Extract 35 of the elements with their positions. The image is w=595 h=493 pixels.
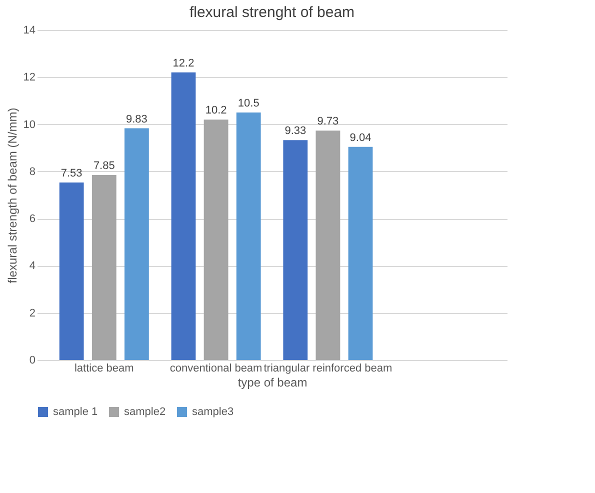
x-axis-title: type of beam: [238, 376, 308, 390]
bar: [283, 140, 308, 360]
x-tick-label: conventional beam: [170, 362, 262, 374]
data-label: 9.04: [350, 132, 372, 144]
y-tick-label: 8: [29, 166, 36, 178]
data-label: 9.33: [284, 125, 306, 138]
y-tick-label: 12: [23, 72, 36, 84]
y-tick-label: 6: [29, 213, 36, 226]
bar: [236, 112, 261, 360]
y-axis-title: flexural strength of beam (N/mm): [5, 108, 20, 284]
y-tick-label: 10: [23, 118, 36, 131]
chart-title: flexural strenght of beam: [189, 4, 355, 21]
legend-label: sample2: [124, 406, 166, 418]
legend-label: sample 1: [53, 406, 98, 418]
data-label: 12.2: [172, 57, 194, 70]
data-label: 7.53: [60, 168, 82, 180]
x-tick-label: lattice beam: [74, 362, 134, 374]
y-tick-label: 4: [29, 260, 36, 272]
x-tick-label: triangular reinforced beam: [264, 362, 392, 374]
data-label: 10.5: [238, 98, 260, 110]
bar: [92, 174, 116, 360]
bar: [59, 182, 84, 360]
legend-label: sample3: [192, 406, 234, 418]
bar: [204, 120, 228, 360]
bar: [124, 128, 149, 360]
bar: [348, 146, 373, 360]
data-label: 9.73: [317, 116, 339, 128]
y-tick-label: 0: [29, 354, 36, 366]
y-tick-label: 14: [23, 24, 36, 36]
data-label: 9.83: [126, 113, 148, 126]
data-label: 7.85: [93, 160, 115, 172]
y-tick-label: 2: [29, 307, 36, 320]
bar: [171, 72, 196, 360]
bar: [316, 130, 340, 360]
data-label: 10.2: [205, 104, 227, 117]
